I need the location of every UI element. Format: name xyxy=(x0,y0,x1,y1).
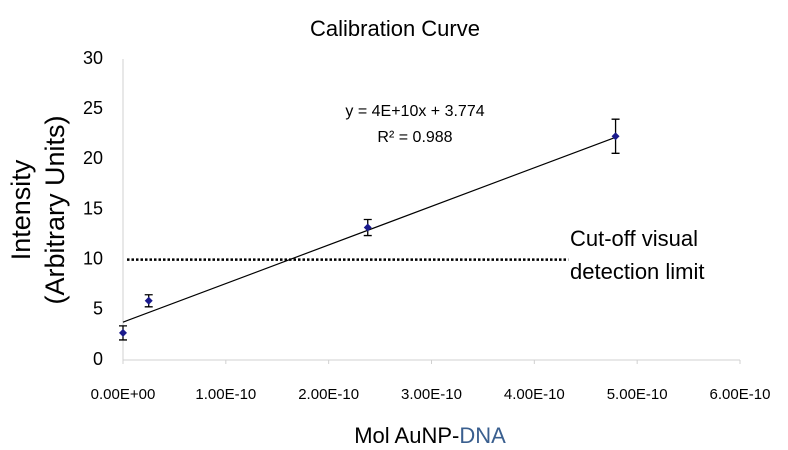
x-tick-label: 6.00E-10 xyxy=(710,386,771,403)
x-tick-label: 2.00E-10 xyxy=(298,386,359,403)
y-axis-title-line: (Arbitrary Units) xyxy=(40,115,70,304)
y-tick-label: 15 xyxy=(83,198,103,218)
x-axis-title-highlight: DNA xyxy=(459,423,506,448)
point xyxy=(363,223,372,232)
y-tick-label: 0 xyxy=(93,349,103,369)
y-tick-label: 30 xyxy=(83,48,103,68)
cutoff-label: detection limit xyxy=(570,259,705,284)
chart-title: Calibration Curve xyxy=(310,16,480,41)
trendline-r2: R² = 0.988 xyxy=(377,129,452,146)
point xyxy=(119,328,127,337)
point xyxy=(611,132,620,141)
y-tick-label: 20 xyxy=(83,148,103,168)
x-tick-label: 3.00E-10 xyxy=(401,386,462,403)
x-tick-label: 4.00E-10 xyxy=(504,386,565,403)
x-tick-label: 5.00E-10 xyxy=(607,386,668,403)
x-tick-label: 1.00E-10 xyxy=(195,386,256,403)
cutoff-label: Cut-off visual xyxy=(570,226,698,251)
x-axis-title-text: Mol AuNP- xyxy=(354,423,459,448)
x-axis-title: Mol AuNP-DNA xyxy=(354,423,506,448)
x-tick-label: 0.00E+00 xyxy=(91,386,156,403)
y-axis-title: Intensity (Arbitrary Units) xyxy=(6,115,70,304)
y-tick-label: 5 xyxy=(93,299,103,319)
point xyxy=(144,296,153,305)
y-tick-label: 10 xyxy=(83,248,103,268)
trendline-equation: y = 4E+10x + 3.774 xyxy=(345,103,484,120)
y-tick-label: 25 xyxy=(83,98,103,118)
y-axis-title-line: Intensity xyxy=(6,159,36,260)
